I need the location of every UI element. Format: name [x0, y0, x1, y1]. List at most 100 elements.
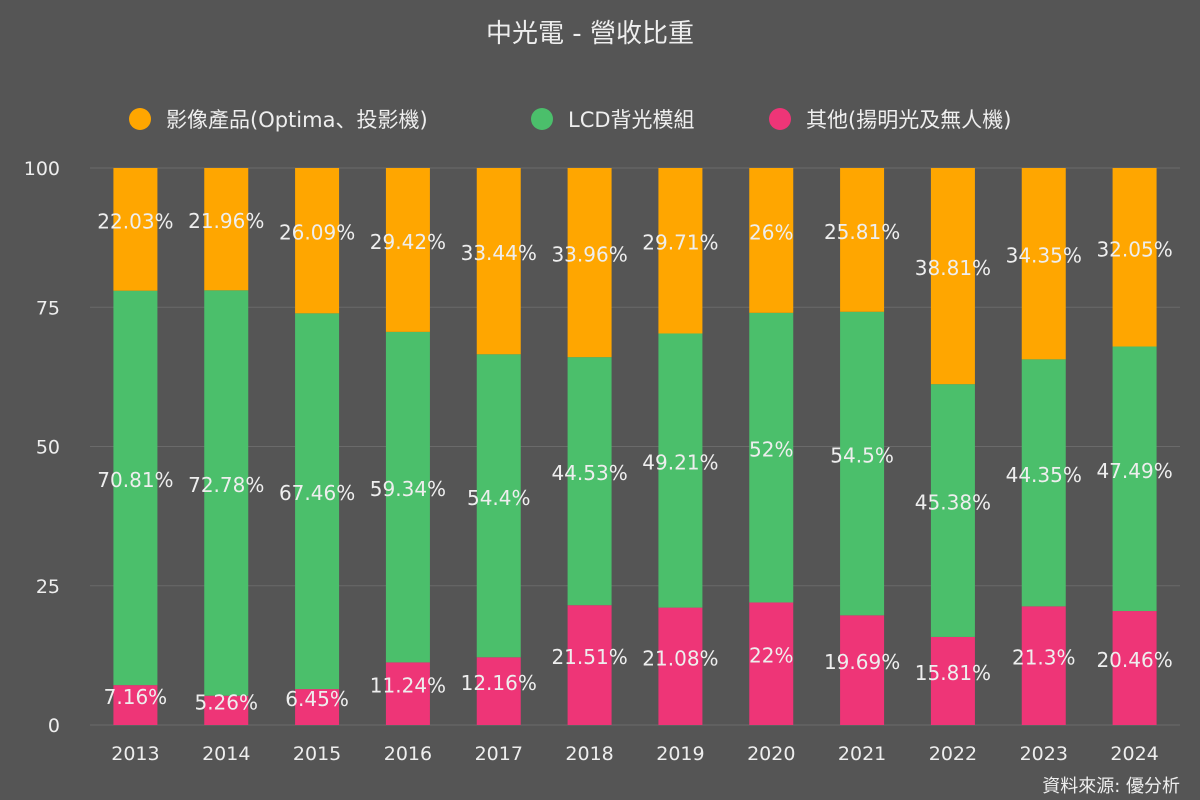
data-label: 44.53%	[551, 461, 627, 485]
bar-segment	[204, 290, 249, 696]
bar-segment	[1112, 168, 1157, 347]
data-label: 29.42%	[370, 230, 446, 254]
data-label: 11.24%	[370, 674, 446, 698]
bar-segment	[295, 689, 340, 725]
data-label: 54.5%	[830, 444, 894, 468]
bar-segment	[113, 685, 158, 725]
bar-segment	[840, 311, 885, 616]
y-tick-label: 50	[36, 437, 60, 459]
data-label: 44.35%	[1006, 463, 1082, 487]
bar-segment	[840, 168, 885, 312]
data-label: 33.44%	[461, 241, 537, 265]
bar-segment	[1021, 168, 1066, 360]
data-label: 19.69%	[824, 650, 900, 674]
bar-segment	[476, 168, 521, 355]
legend-marker	[531, 108, 553, 130]
data-label: 21.3%	[1012, 646, 1076, 670]
y-tick-label: 0	[48, 715, 60, 737]
data-label: 47.49%	[1096, 459, 1172, 483]
data-label: 20.46%	[1096, 648, 1172, 672]
data-label: 22.03%	[97, 209, 173, 233]
bar-segment	[567, 357, 612, 606]
bar-segment	[204, 695, 249, 725]
bar-segment	[385, 662, 430, 725]
bar-segment	[1021, 359, 1066, 607]
bar-segment	[476, 657, 521, 725]
bar-segment	[658, 333, 703, 608]
data-label: 25.81%	[824, 220, 900, 244]
data-label: 5.26%	[194, 690, 258, 714]
bar-segment	[1021, 606, 1066, 725]
x-tick-label: 2013	[111, 743, 159, 765]
x-tick-label: 2015	[293, 743, 341, 765]
data-labels: 7.16% 70.81% 22.03% 5.26% 72.78% 21.96% 6.45% 6…	[97, 209, 1172, 714]
y-tick-label: 100	[24, 158, 60, 180]
legend-label: LCD背光模組	[568, 108, 695, 132]
bar-segment	[1112, 611, 1157, 725]
bar-segment	[658, 168, 703, 334]
bar-segment	[749, 168, 794, 313]
bar-segment	[295, 313, 340, 690]
x-tick-label: 2019	[656, 743, 704, 765]
x-tick-label: 2018	[565, 743, 613, 765]
data-label: 34.35%	[1006, 244, 1082, 268]
data-label: 70.81%	[97, 468, 173, 492]
bar-segment	[1112, 346, 1157, 612]
bar-segment	[295, 168, 340, 314]
bar-segment	[749, 602, 794, 725]
data-label: 45.38%	[915, 491, 991, 515]
x-tick-label: 2014	[202, 743, 250, 765]
bar-segment	[204, 168, 249, 291]
bar-segment	[749, 312, 794, 603]
bar-segment	[385, 331, 430, 663]
data-label: 52%	[749, 438, 793, 462]
grid: 0 25 50 75 100	[24, 158, 1180, 737]
data-label: 21.08%	[642, 646, 718, 670]
data-label: 33.96%	[551, 243, 627, 267]
data-label: 59.34%	[370, 477, 446, 501]
bar-segment	[930, 384, 975, 637]
legend-label: 影像產品(Optima、投影機)	[166, 108, 428, 132]
y-tick-label: 75	[36, 297, 60, 319]
x-tick-label: 2016	[384, 743, 432, 765]
data-label: 26%	[749, 220, 793, 244]
bar-segment	[113, 168, 158, 291]
data-label: 22%	[749, 644, 793, 668]
x-tick-label: 2023	[1020, 743, 1068, 765]
bar-segment	[567, 168, 612, 358]
data-label: 6.45%	[285, 687, 349, 711]
source-note: 資料來源: 優分析	[1042, 776, 1180, 797]
data-label: 21.96%	[188, 209, 264, 233]
x-tick-label: 2021	[838, 743, 886, 765]
legend-marker	[769, 108, 791, 130]
y-tick-label: 25	[36, 576, 60, 598]
x-tick-label: 2017	[475, 743, 523, 765]
x-tick-label: 2020	[747, 743, 795, 765]
bar-segment	[567, 605, 612, 725]
data-label: 29.71%	[642, 231, 718, 255]
legend-label: 其他(揚明光及無人機)	[806, 108, 1011, 132]
data-label: 15.81%	[915, 661, 991, 685]
data-label: 38.81%	[915, 256, 991, 280]
data-label: 72.78%	[188, 473, 264, 497]
data-label: 67.46%	[279, 481, 355, 505]
bar-segment	[930, 636, 975, 725]
bar-segment	[385, 168, 430, 332]
bar-segment	[476, 354, 521, 658]
bar-segment	[930, 168, 975, 385]
bar-segment	[113, 290, 158, 686]
data-label: 49.21%	[642, 451, 718, 475]
data-label: 12.16%	[461, 671, 537, 695]
x-tick-label: 2024	[1110, 743, 1158, 765]
bar-segment	[840, 615, 885, 725]
data-label: 26.09%	[279, 221, 355, 245]
x-axis: 2013 2014 2015 2016 2017 2018 2019 2020 2021 2022…	[111, 743, 1159, 765]
bar-segment	[658, 607, 703, 725]
data-label: 32.05%	[1096, 237, 1172, 261]
data-label: 21.51%	[551, 645, 627, 669]
data-label: 7.16%	[104, 685, 168, 709]
bars	[113, 168, 1157, 725]
legend-marker	[129, 108, 151, 130]
x-tick-label: 2022	[929, 743, 977, 765]
